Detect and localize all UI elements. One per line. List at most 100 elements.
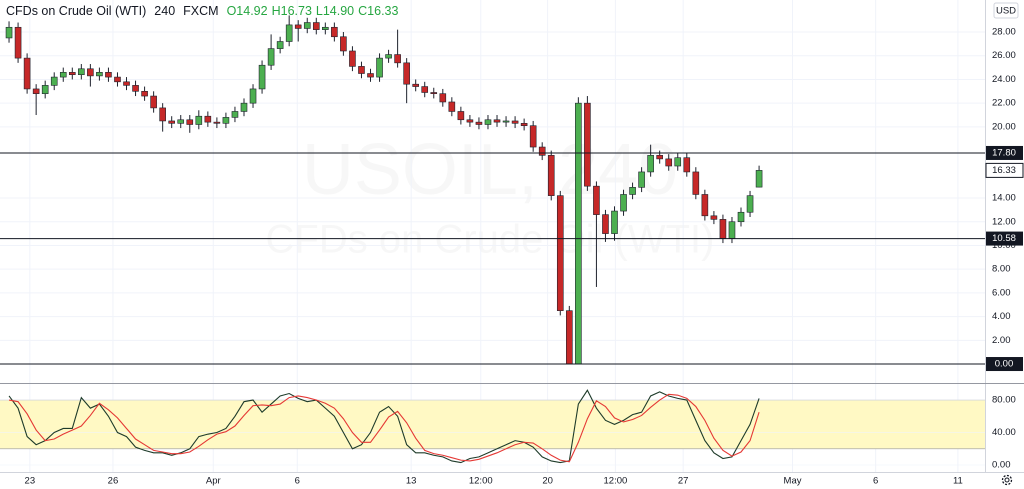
price-label: 17.80 [992,147,1016,158]
gear-outer[interactable] [1001,474,1013,486]
last-price-label: 16.33 [992,165,1016,176]
candle-body [195,115,203,125]
candle-body [23,57,31,90]
x-tick-label: 6 [873,476,878,487]
candle-body [457,111,465,121]
candle-body [231,111,239,118]
y-tick-label: 2.00 [992,335,1011,346]
y-tick-label: 80.00 [992,395,1016,406]
candle-body [285,24,293,42]
last-price-box [985,162,1024,178]
candle-body [367,73,374,78]
y-tick-label: 20.00 [992,121,1016,132]
candle-body [701,194,709,217]
candle-body [493,119,501,123]
y-tick-label: 26.00 [992,50,1016,61]
candle-body [439,93,447,103]
candle-body [150,95,157,109]
candle-body [421,86,429,93]
x-tick-label: 11 [953,476,963,487]
candle-body [331,26,338,38]
candle-body [41,85,49,94]
settings-icon[interactable] [1001,474,1013,486]
x-tick-label: 12:00 [469,476,493,487]
price-label: 10.58 [992,233,1016,244]
candle-body [376,57,383,78]
candle-body [204,115,212,123]
candle-body [141,91,148,97]
candle-body [620,194,627,212]
candle-body [556,195,564,311]
candle-body [258,64,266,90]
y-tick-label: 24.00 [992,74,1016,85]
y-tick-label: 6.00 [992,287,1011,298]
candle-body [5,26,13,39]
candle-body [728,221,736,239]
x-tick-label: 6 [295,476,300,487]
candle-body [32,88,40,94]
candle-body [520,123,528,126]
candle-body [249,88,257,104]
oscillator-line [8,389,760,464]
candle-body [222,117,230,124]
candle-body [538,146,546,156]
candle-body [168,120,175,124]
candle-body [719,219,727,239]
x-tick-label: 20 [542,476,553,487]
candle-body [87,68,94,77]
candle-body [123,81,130,86]
candle-body [294,24,302,29]
candle-body [430,92,438,94]
candle-body [575,102,582,365]
x-tick-label: 27 [678,476,689,487]
band [0,400,985,449]
candle-body [547,155,555,196]
price-label-box [986,145,1023,160]
candle-body [358,66,365,74]
candle-body [78,68,85,76]
candle-body [186,119,194,125]
grid [0,0,985,472]
ohlc-low: L14.90 [315,4,355,18]
ohlc-high: H16.73 [271,4,312,18]
legend-header: CFDs on Crude Oil (WTI) 240 FXCM O14.92 H16.… [6,4,402,18]
exchange: FXCM [183,4,219,18]
axis: 23 26 Apr 6 13 12:00 20 12:00 27 May 6 11 2.00 4.00 6.… [25,27,1024,487]
oscillator-line [8,393,760,463]
candle-body [114,76,121,83]
candle-body [602,214,609,234]
candle-body [566,310,573,365]
candle-body [692,171,700,195]
candle-body [466,119,474,123]
y-tick-label: 8.00 [992,264,1011,275]
candle-body [213,121,221,124]
candle-body [674,157,682,167]
candle-body [584,102,591,187]
candle-body [403,62,410,85]
y-tick-label: 40.00 [992,427,1016,438]
candle-body [746,195,754,213]
candle-body [312,22,320,30]
ohlc-open: O14.92 [226,4,268,18]
ohlc-close: C16.33 [358,4,399,18]
candle-body [322,26,329,30]
candle-body [340,36,347,52]
candle-body [177,119,185,124]
marks [0,15,985,464]
candle-body [68,72,76,76]
candle-body [132,85,139,92]
candle-body [412,83,419,87]
candle-body [665,158,673,167]
y-tick-label: 22.00 [992,98,1016,109]
candle-body [267,48,275,66]
x-tick-label: 12:00 [604,476,628,487]
price-label-box [986,357,1023,372]
gear-inner[interactable] [1004,477,1010,483]
candle-body [611,210,618,234]
candle-body [502,120,510,123]
candle-body [737,211,745,223]
candle-body [276,41,284,49]
candle-body [159,107,166,122]
candle-body [448,101,456,112]
